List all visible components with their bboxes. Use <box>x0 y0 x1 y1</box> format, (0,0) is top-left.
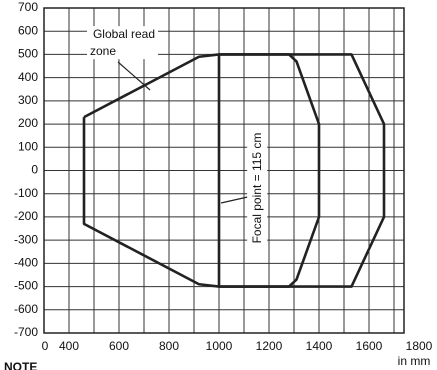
annotation-line: zone <box>90 44 116 58</box>
y-tick-label: 400 <box>18 70 38 84</box>
y-tick-label: 100 <box>18 139 38 153</box>
y-tick-label: 0 <box>31 163 38 177</box>
y-tick-label: 200 <box>18 116 38 130</box>
y-tick-label: 700 <box>18 0 38 14</box>
x-tick-label: 1400 <box>306 339 333 353</box>
y-tick-label: -500 <box>14 279 38 293</box>
annotation-line: Global read <box>93 27 155 41</box>
note: NOTE <box>4 360 37 370</box>
y-tick-label: 500 <box>18 47 38 61</box>
x-tick-label: 1600 <box>356 339 383 353</box>
y-tick-label: -300 <box>14 232 38 246</box>
x-tick-label: 1800 <box>406 339 433 353</box>
y-tick-label: -600 <box>14 302 38 316</box>
x-tick-label: 1000 <box>206 339 233 353</box>
y-tick-label: -400 <box>14 256 38 270</box>
marks <box>82 53 386 288</box>
leader-line <box>220 195 253 204</box>
leader-line <box>117 61 151 91</box>
y-tick-label: -200 <box>14 209 38 223</box>
x-unit: in mm <box>398 354 431 368</box>
zone-outline <box>217 53 321 288</box>
plot-border <box>43 7 405 334</box>
x-tick-label: 1200 <box>256 339 283 353</box>
y-tick-label: 600 <box>18 23 38 37</box>
x-tick-label: 800 <box>159 339 179 353</box>
annotations: Global read zone Focal point = 115 cm <box>86 26 268 246</box>
x-tick-label: 400 <box>59 339 79 353</box>
y-tick-label: -700 <box>14 325 38 339</box>
annotation: Global read zone <box>90 27 155 58</box>
x-tick-label: 600 <box>109 339 129 353</box>
y-tick-label: -100 <box>14 186 38 200</box>
annotation-bg <box>86 26 159 60</box>
zone-outline <box>82 53 386 288</box>
x-break-label: 0 <box>42 339 49 353</box>
y-tick-label: 300 <box>18 93 38 107</box>
annotation-bg <box>247 130 268 246</box>
annotation: Focal point = 115 cm <box>250 133 264 244</box>
